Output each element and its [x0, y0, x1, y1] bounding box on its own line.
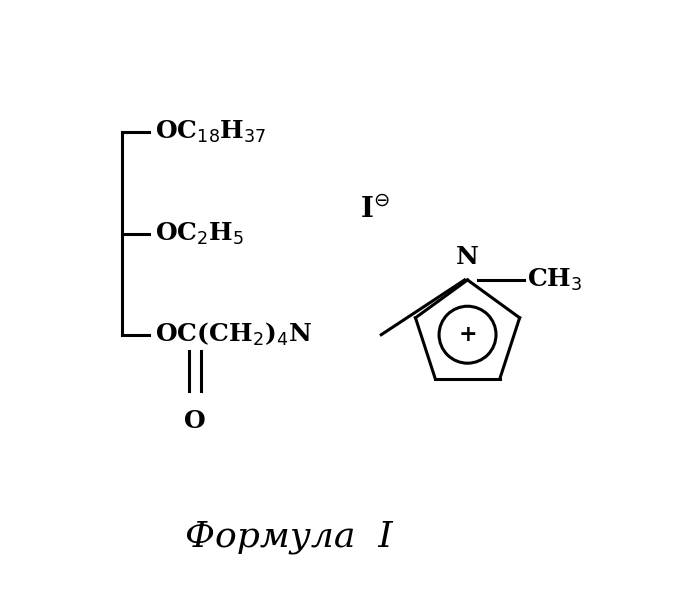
Text: OC$_2$H$_5$: OC$_2$H$_5$: [155, 221, 244, 246]
Text: Формула  I: Формула I: [185, 520, 393, 554]
Text: O: O: [184, 409, 206, 433]
Text: +: +: [458, 324, 477, 346]
Text: CH$_3$: CH$_3$: [527, 267, 583, 293]
Text: N: N: [456, 245, 479, 269]
Text: OC$_{18}$H$_{37}$: OC$_{18}$H$_{37}$: [155, 119, 266, 145]
Text: I$^{\ominus}$: I$^{\ominus}$: [360, 196, 390, 224]
Text: OC(CH$_2$)$_4$N: OC(CH$_2$)$_4$N: [155, 321, 312, 348]
